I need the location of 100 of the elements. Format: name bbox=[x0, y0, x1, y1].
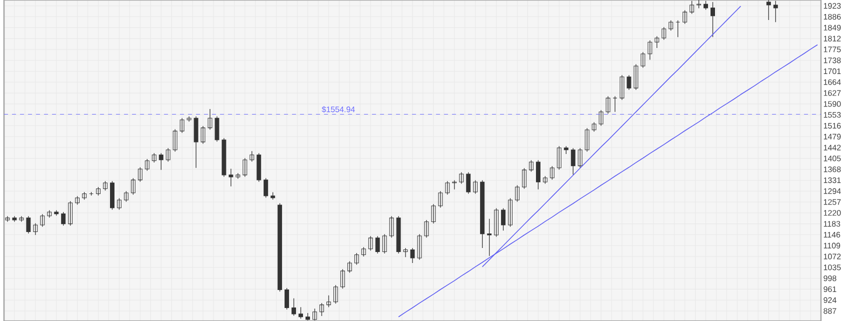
y-tick-label: 1035 bbox=[824, 264, 841, 270]
candlestick bbox=[570, 148, 576, 175]
candlestick bbox=[264, 178, 268, 198]
candlestick bbox=[158, 152, 164, 170]
y-tick-label: 1849 bbox=[824, 24, 841, 31]
y-tick-label: 1146 bbox=[824, 232, 840, 238]
candlestick bbox=[508, 198, 512, 228]
candlestick bbox=[320, 302, 324, 316]
y-tick-label: 1812 bbox=[824, 36, 841, 42]
candlestick bbox=[528, 160, 534, 172]
candlestick bbox=[354, 252, 359, 266]
candlestick bbox=[690, 0, 694, 14]
candlestick bbox=[431, 204, 436, 224]
candlestick bbox=[592, 122, 596, 132]
ref-line-label: $1554.94 bbox=[322, 106, 355, 113]
candlestick bbox=[124, 190, 128, 202]
candlestick bbox=[242, 158, 248, 178]
y-tick-label: 1775 bbox=[824, 46, 841, 52]
y-tick-label: 1257 bbox=[824, 199, 841, 205]
candlestick bbox=[103, 180, 108, 191]
candlestick bbox=[445, 180, 450, 195]
candlestick bbox=[33, 222, 38, 236]
y-tick-label: 1479 bbox=[824, 134, 841, 140]
candlestick bbox=[536, 160, 540, 190]
y-tick-label: 1627 bbox=[824, 90, 841, 96]
candlestick bbox=[340, 268, 345, 289]
y-tick-label: 1553 bbox=[824, 112, 841, 118]
y-tick-label: 1590 bbox=[824, 101, 841, 107]
candlestick bbox=[214, 116, 220, 142]
candlestick bbox=[584, 128, 590, 152]
candlestick bbox=[682, 10, 688, 24]
y-tick-label: 1886 bbox=[824, 14, 841, 20]
candlestick bbox=[626, 74, 632, 90]
candlestick bbox=[116, 198, 122, 210]
candlestick bbox=[180, 118, 184, 134]
candlestick bbox=[710, 2, 715, 38]
candlestick bbox=[200, 126, 206, 144]
candlestick bbox=[228, 168, 234, 187]
candlestick bbox=[606, 96, 610, 114]
candlestick bbox=[138, 166, 142, 182]
candlestick bbox=[19, 216, 24, 222]
candlestick bbox=[424, 220, 429, 238]
candlestick bbox=[382, 234, 387, 254]
y-tick-label: 1405 bbox=[824, 156, 841, 162]
candlestick bbox=[152, 152, 156, 163]
y-tick-label: 998 bbox=[824, 275, 836, 282]
y-tick-label: 1183 bbox=[824, 220, 840, 227]
candlestick bbox=[326, 295, 331, 308]
candlestick bbox=[612, 96, 618, 112]
candlestick bbox=[26, 216, 31, 234]
candlestick bbox=[250, 150, 254, 162]
candlestick bbox=[620, 74, 624, 100]
candlestick bbox=[194, 116, 198, 168]
y-tick-label: 1442 bbox=[824, 144, 841, 150]
candlestick bbox=[61, 212, 66, 226]
candlestick bbox=[284, 288, 290, 310]
y-tick-label: 924 bbox=[824, 297, 836, 303]
candlestick bbox=[473, 180, 478, 194]
candlestick bbox=[172, 128, 178, 152]
candlestick bbox=[501, 208, 506, 231]
candlestick bbox=[292, 298, 296, 316]
candlestick bbox=[556, 146, 562, 170]
candlestick bbox=[640, 52, 646, 68]
candlestick bbox=[459, 172, 464, 184]
candlestick bbox=[130, 178, 136, 195]
candlestick bbox=[298, 306, 303, 319]
candlestick bbox=[347, 260, 352, 274]
candlestick bbox=[361, 246, 366, 257]
y-tick-label: 1664 bbox=[824, 79, 841, 85]
y-tick-label: 1072 bbox=[824, 254, 841, 260]
candlestick bbox=[417, 234, 422, 260]
candlestick bbox=[186, 116, 192, 122]
candlestick bbox=[634, 64, 638, 90]
y-tick-label: 1220 bbox=[824, 210, 841, 216]
candlestick bbox=[466, 172, 471, 194]
candlestick bbox=[494, 208, 499, 238]
candlestick bbox=[662, 26, 666, 40]
candlestick bbox=[578, 148, 582, 168]
candlestick bbox=[375, 236, 380, 254]
candlestick bbox=[68, 200, 73, 226]
y-tick-label: 1109 bbox=[824, 242, 840, 248]
y-tick-label: 887 bbox=[824, 308, 836, 314]
candlestick bbox=[236, 172, 240, 180]
candlestick bbox=[515, 184, 520, 202]
candlestick bbox=[333, 284, 338, 304]
candlestick bbox=[668, 20, 674, 31]
y-tick-label: 1701 bbox=[824, 68, 841, 74]
y-tick-label: 1516 bbox=[824, 122, 841, 129]
candlestick bbox=[312, 308, 317, 321]
candlestick bbox=[166, 148, 170, 162]
y-tick-label: 1738 bbox=[824, 58, 841, 64]
y-tick-label: 1294 bbox=[824, 188, 841, 194]
y-tick-label: 1923 bbox=[824, 3, 841, 9]
candlestick bbox=[487, 218, 492, 256]
candlestick bbox=[5, 216, 10, 222]
candlestick bbox=[368, 236, 373, 251]
candlestick bbox=[438, 190, 443, 208]
y-tick-label: 1331 bbox=[824, 177, 841, 184]
candlestick bbox=[403, 248, 408, 258]
candlestick bbox=[766, 0, 771, 20]
